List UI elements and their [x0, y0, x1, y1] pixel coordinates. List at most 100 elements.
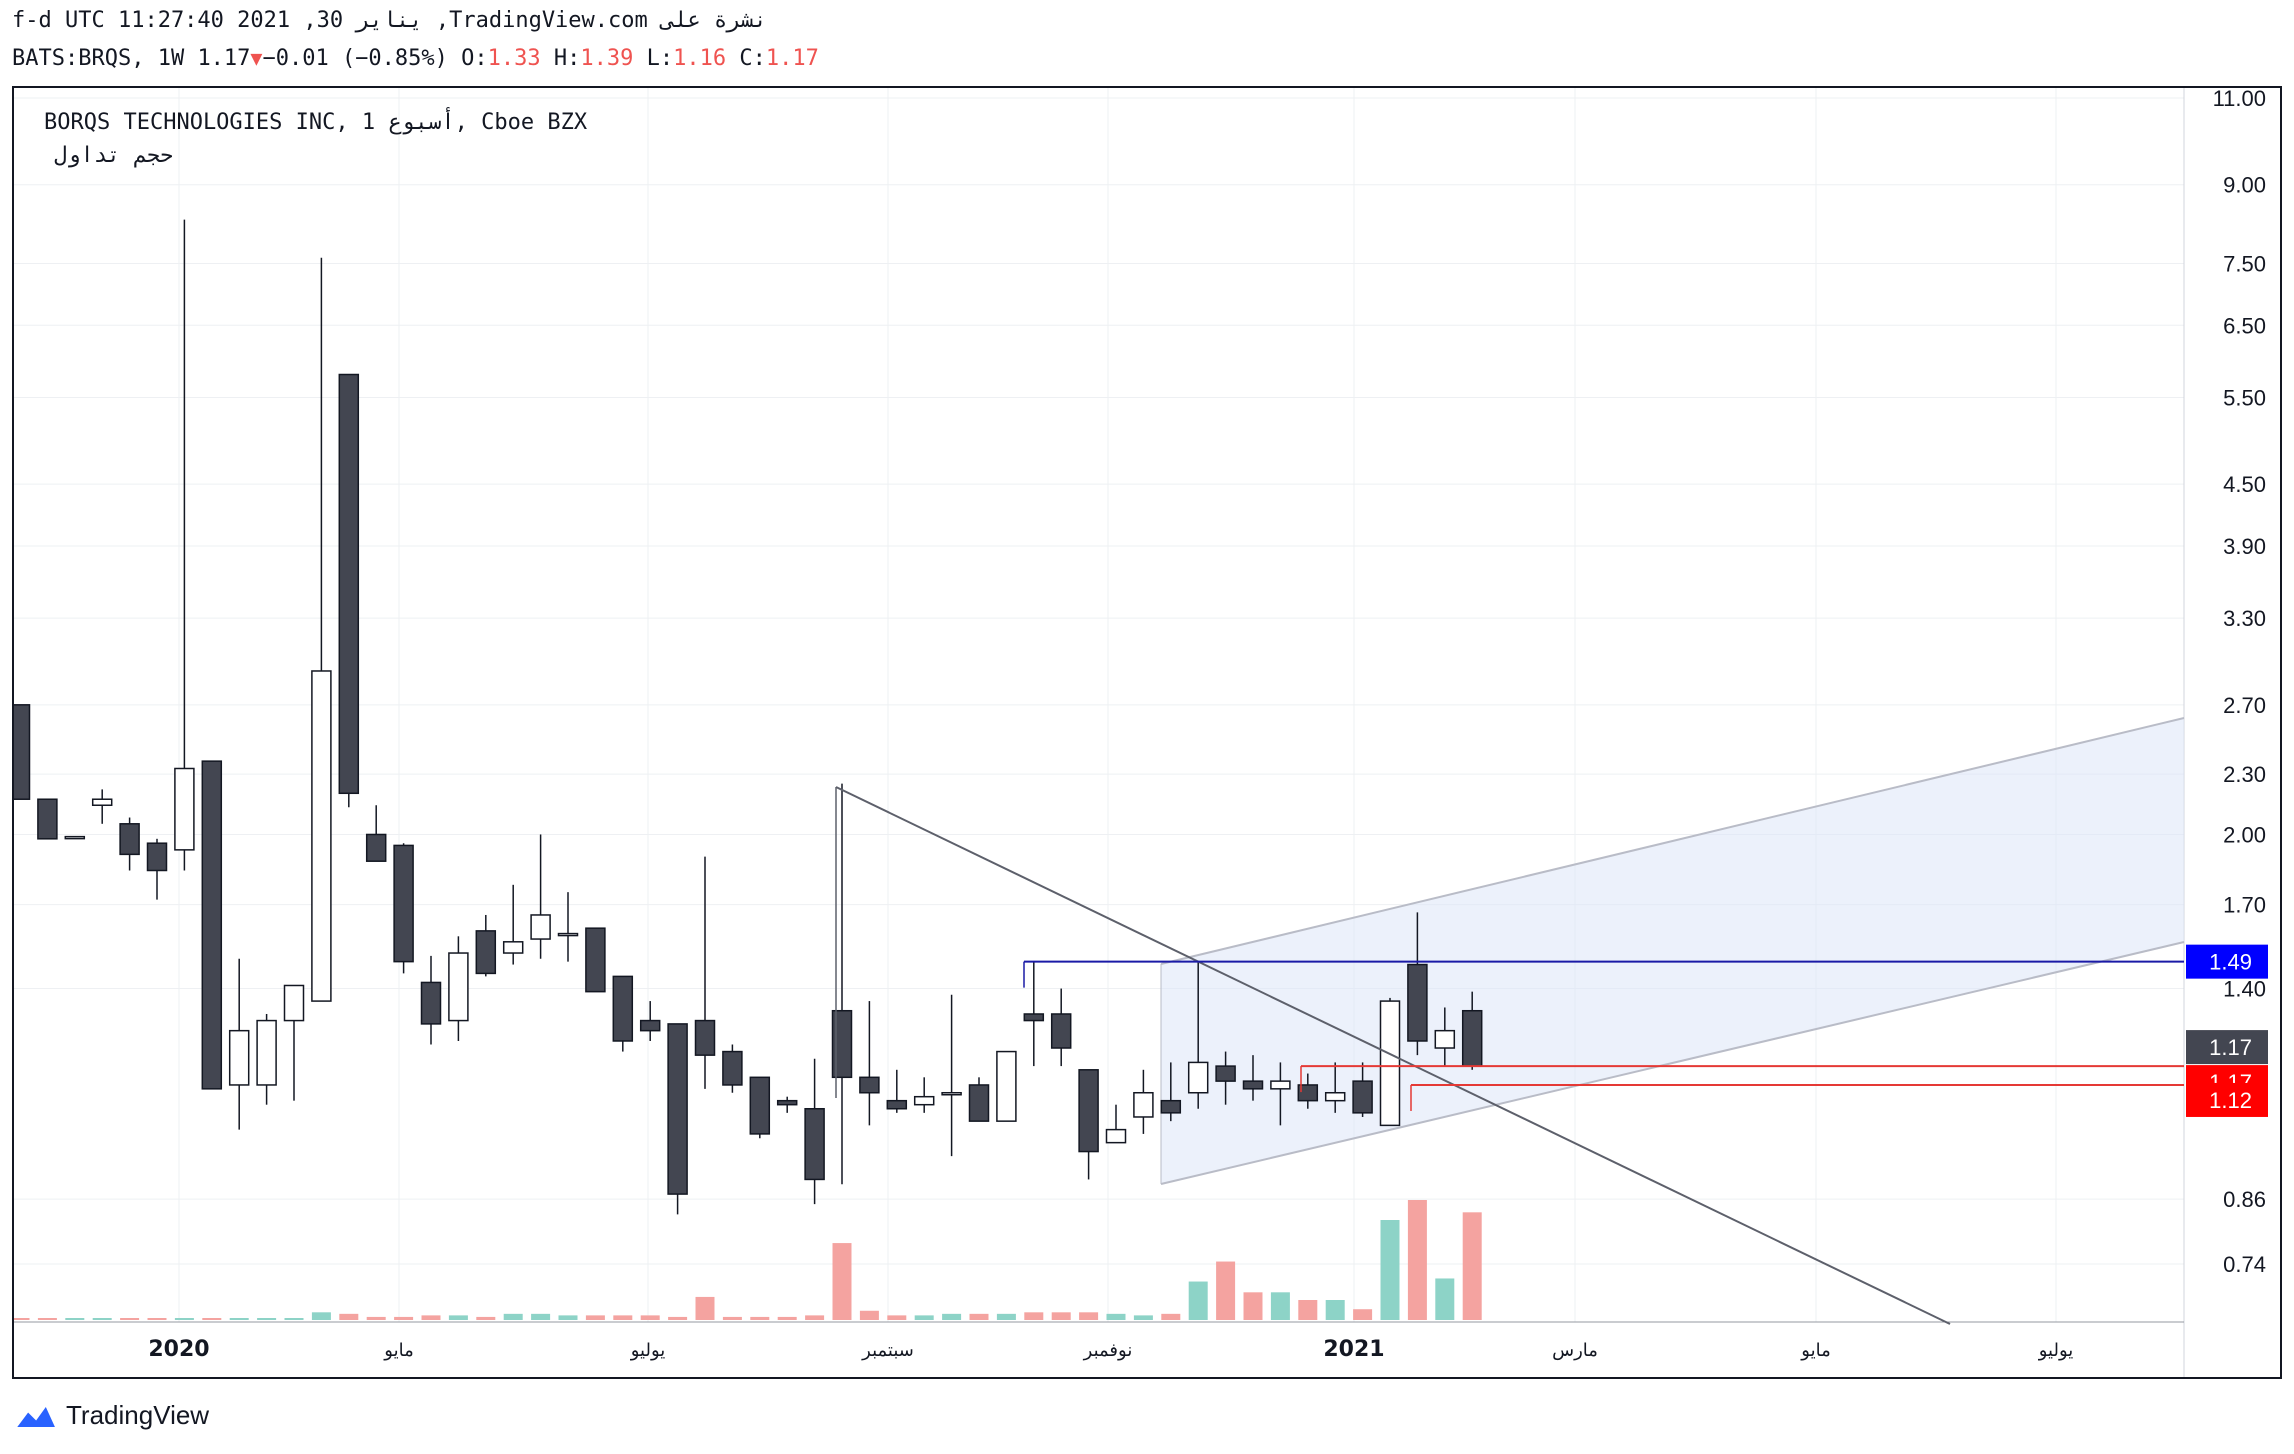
- y-tick-label: 9.00: [2223, 173, 2266, 198]
- high-value: 1.39: [580, 46, 634, 71]
- x-tick-label: 2020: [148, 1337, 209, 1362]
- volume-bar: [366, 1316, 386, 1320]
- y-tick-label: 1.40: [2223, 977, 2266, 1002]
- symbol-label: BATS:BRQS, 1W: [12, 46, 185, 71]
- volume-bar: [1462, 1212, 1482, 1320]
- volume-bar: [668, 1316, 688, 1320]
- y-tick-label: 7.50: [2223, 251, 2266, 276]
- x-tick-label: نوفمبر: [1083, 1340, 1133, 1361]
- chart-frame[interactable]: 11.00 9.00 7.50 6.50 5.50 4.50 3.90 3.30 2.70 2.3…: [12, 86, 2282, 1379]
- candle-body-bear: [1050, 1013, 1072, 1049]
- volume-bar: [1079, 1312, 1099, 1320]
- x-tick-label: مايو: [1800, 1340, 1830, 1361]
- y-tick-label: 0.86: [2223, 1187, 2266, 1212]
- y-tick-label: 11.00: [2213, 88, 2266, 111]
- volume-bar: [558, 1315, 578, 1320]
- volume-bar: [531, 1313, 551, 1320]
- candle-body-bear: [1215, 1065, 1236, 1082]
- volume-bar: [65, 1318, 85, 1320]
- candle-body-bear: [886, 1099, 908, 1110]
- low-value: 1.16: [673, 46, 727, 71]
- candle-body-bear: [694, 1019, 716, 1056]
- volume-bar: [777, 1316, 797, 1320]
- price-label-box: [2186, 1030, 2268, 1065]
- volume-bar: [969, 1313, 989, 1320]
- volume-bar: [202, 1318, 222, 1320]
- x-tick-label: مايو: [383, 1340, 413, 1361]
- y-tick-label: 3.30: [2223, 606, 2266, 631]
- volume-bar: [722, 1316, 742, 1320]
- y-tick-label: 5.50: [2223, 385, 2266, 410]
- candle-body-bull: [311, 670, 332, 1002]
- volume-bar: [805, 1315, 825, 1320]
- candle-body-bull: [448, 952, 469, 1022]
- candle-body-bear: [14, 704, 31, 800]
- trend-line: [835, 786, 1951, 1325]
- candle-body-bear: [1023, 1013, 1045, 1022]
- candle-body-bear: [1461, 1009, 1483, 1067]
- volume-bar: [1325, 1300, 1345, 1320]
- candle-body-bear: [201, 760, 223, 1090]
- candle-body-bear: [968, 1084, 990, 1122]
- y-tick-label: 2.30: [2223, 762, 2266, 787]
- y-tick-label: 3.90: [2223, 534, 2266, 559]
- candle-body-bull: [1379, 1000, 1401, 1127]
- price-label: 1.49: [2209, 950, 2252, 975]
- candle-body-bear: [749, 1076, 771, 1135]
- volume-bar: [859, 1310, 879, 1320]
- volume-bar: [695, 1296, 715, 1320]
- tradingview-brand-name: TradingView: [66, 1400, 210, 1430]
- x-tick-label: سبتمبر: [861, 1340, 914, 1361]
- candle-body-bull: [941, 1091, 962, 1096]
- y-tick-label: 0.74: [2223, 1252, 2266, 1277]
- candle-body-bull: [1105, 1128, 1127, 1144]
- candle-body-bear: [776, 1099, 798, 1106]
- candle-body-bear: [667, 1023, 688, 1195]
- volume-bar: [1298, 1300, 1318, 1320]
- chart-header-ohlc: BATS:BRQS, 1W 1.17▼−0.01 (−0.85%) O:1.33…: [12, 46, 819, 71]
- close-value: 1.17: [765, 46, 819, 71]
- series-legend-title: BORQS TECHNOLOGIES INC, 1 أسبوع, Cboe BZ…: [44, 110, 588, 135]
- candle-body-bear: [37, 798, 58, 840]
- candle-body-bull: [1187, 1061, 1209, 1094]
- volume-bar: [1243, 1292, 1263, 1320]
- price-chart[interactable]: 11.00 9.00 7.50 6.50 5.50 4.50 3.90 3.30 2.70 2.3…: [14, 88, 2280, 1377]
- candle-body-bull: [996, 1050, 1017, 1122]
- volume-bar: [914, 1315, 934, 1320]
- candle-body-bull: [283, 984, 305, 1022]
- down-triangle-icon: ▼: [250, 46, 263, 70]
- volume-bar: [1380, 1220, 1400, 1320]
- candle-body-bull: [1133, 1091, 1154, 1118]
- candle-body-bull: [1434, 1029, 1456, 1049]
- volume-bar: [421, 1315, 441, 1320]
- tradingview-logo[interactable]: TradingView: [14, 1400, 209, 1431]
- volume-bar: [887, 1315, 907, 1320]
- candle-body-bear: [612, 975, 634, 1042]
- price-change: −0.01 (−0.85%): [262, 46, 448, 71]
- volume-bar: [448, 1315, 468, 1320]
- candle-body-bear: [1297, 1084, 1319, 1102]
- candle-body-bear: [639, 1019, 661, 1032]
- volume-bar: [394, 1316, 414, 1320]
- candle-body-bull: [530, 914, 551, 940]
- candle-body-bear: [393, 844, 414, 963]
- candle-body-bull: [91, 798, 113, 806]
- volume-bar: [120, 1318, 140, 1320]
- candle-body-bear: [1407, 963, 1428, 1042]
- volume-bar: [750, 1316, 770, 1320]
- low-label: L:: [646, 46, 674, 71]
- x-tick-label: يوليو: [630, 1340, 666, 1361]
- volume-bar: [1270, 1292, 1290, 1320]
- candle-body-bull: [1324, 1091, 1346, 1102]
- volume-bar: [1106, 1313, 1126, 1320]
- volume-bar: [147, 1318, 167, 1320]
- candle-body-bear: [722, 1050, 743, 1086]
- price-label: 1.17: [2209, 1035, 2252, 1060]
- volume-legend: حجم تداول: [54, 143, 174, 168]
- candle-body-bear: [859, 1076, 880, 1094]
- candle-body-bear: [119, 823, 140, 856]
- volume-bar: [174, 1318, 194, 1320]
- y-tick-label: 2.00: [2223, 822, 2266, 847]
- candle-body-bear: [1078, 1069, 1099, 1153]
- channel-fill: [1161, 718, 2184, 1184]
